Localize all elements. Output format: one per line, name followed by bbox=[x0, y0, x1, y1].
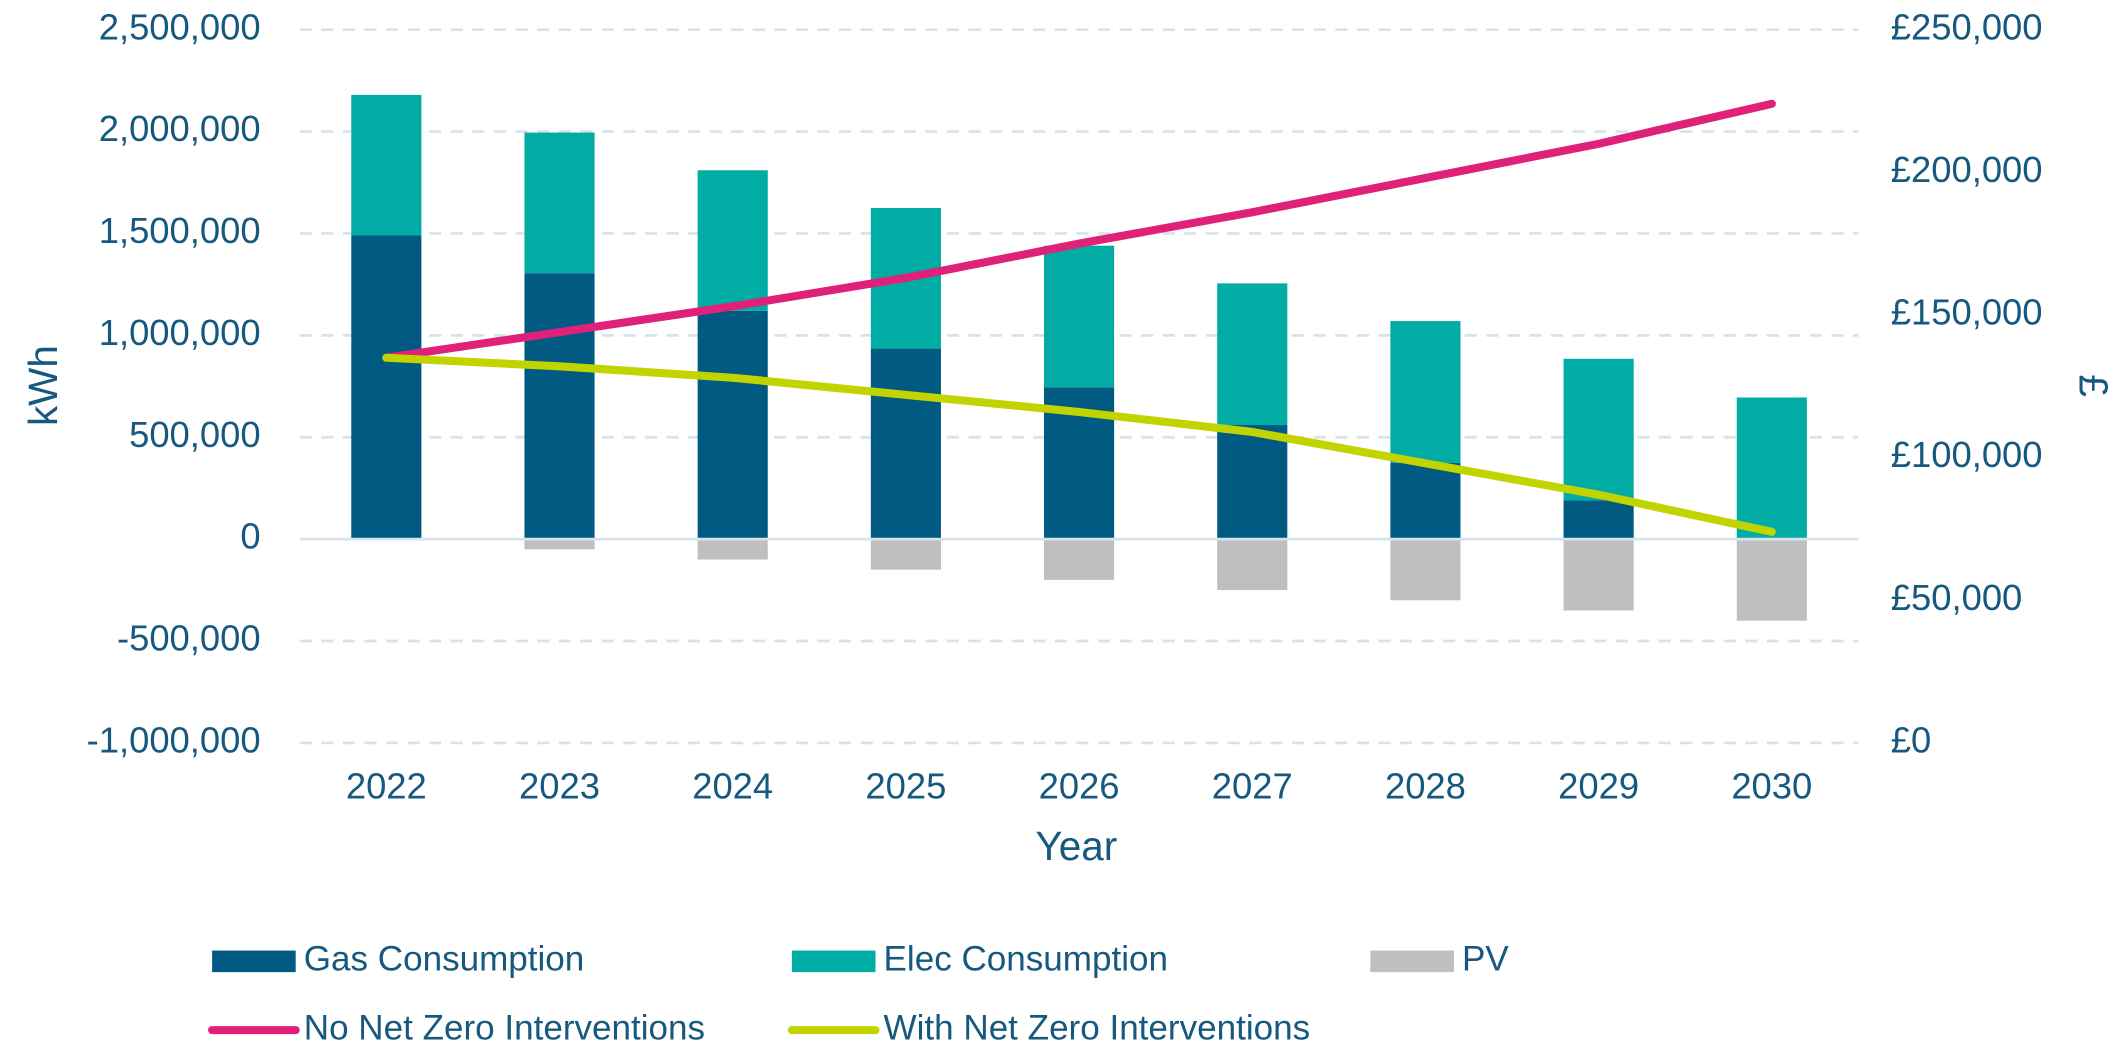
bar bbox=[1044, 245, 1115, 388]
bar bbox=[524, 132, 595, 274]
x-tick-label: 2024 bbox=[692, 765, 773, 806]
bar bbox=[1217, 425, 1288, 540]
bar bbox=[1044, 539, 1115, 580]
x-axis-title: Year bbox=[1036, 823, 1118, 869]
bar bbox=[1563, 500, 1634, 540]
bar bbox=[1390, 321, 1461, 463]
x-tick-label: 2026 bbox=[1039, 765, 1120, 806]
y-tick-label: -500,000 bbox=[117, 618, 261, 659]
legend-label: No Net Zero Interventions bbox=[304, 1008, 705, 1047]
bar bbox=[697, 310, 768, 540]
legend-swatch bbox=[1370, 950, 1454, 973]
line bbox=[382, 353, 1776, 536]
y-tick-label: 1,500,000 bbox=[99, 210, 261, 251]
bar bbox=[1736, 539, 1807, 621]
y-tick-label: 0 bbox=[240, 516, 260, 557]
x-tick-label: 2023 bbox=[519, 765, 600, 806]
y2-axis-title: £ bbox=[2071, 374, 2115, 397]
y2-tick-label: £50,000 bbox=[1891, 577, 2023, 618]
bar bbox=[870, 539, 941, 570]
y-tick-label: 2,000,000 bbox=[99, 108, 261, 149]
legend-label: Elec Consumption bbox=[884, 940, 1168, 979]
bar bbox=[870, 348, 941, 540]
bar bbox=[1736, 397, 1807, 540]
bar bbox=[697, 170, 768, 311]
y2-tick-label: £0 bbox=[1891, 720, 1931, 761]
bar bbox=[351, 235, 422, 540]
y-axis-title: kWh bbox=[20, 345, 66, 426]
bar bbox=[524, 273, 595, 540]
bar bbox=[1563, 539, 1634, 611]
y2-tick-label: £200,000 bbox=[1891, 149, 2043, 190]
x-tick-label: 2028 bbox=[1385, 765, 1466, 806]
y-tick-label: -1,000,000 bbox=[87, 720, 261, 761]
legend-label: Gas Consumption bbox=[304, 940, 585, 979]
bar bbox=[697, 539, 768, 560]
x-tick-label: 2025 bbox=[865, 765, 946, 806]
bar bbox=[1563, 358, 1634, 501]
x-tick-label: 2022 bbox=[346, 765, 427, 806]
bar bbox=[1390, 462, 1461, 540]
x-tick-label: 2029 bbox=[1558, 765, 1639, 806]
y2-tick-label: £100,000 bbox=[1891, 434, 2043, 475]
bar bbox=[1217, 539, 1288, 591]
y2-tick-label: £250,000 bbox=[1891, 6, 2043, 47]
legend-label: PV bbox=[1462, 940, 1509, 979]
bar bbox=[1390, 539, 1461, 601]
legend-label: With Net Zero Interventions bbox=[884, 1008, 1311, 1047]
y-tick-label: 2,500,000 bbox=[99, 6, 261, 47]
line bbox=[382, 99, 1776, 362]
y-tick-label: 500,000 bbox=[129, 414, 261, 455]
bar bbox=[1217, 283, 1288, 426]
x-tick-label: 2030 bbox=[1731, 765, 1812, 806]
y-tick-label: 1,000,000 bbox=[99, 312, 261, 353]
x-tick-label: 2027 bbox=[1212, 765, 1293, 806]
bar bbox=[524, 539, 595, 550]
y2-tick-label: £150,000 bbox=[1891, 292, 2043, 333]
legend-swatch bbox=[791, 950, 876, 973]
legend-swatch bbox=[212, 950, 296, 973]
bar bbox=[351, 94, 422, 236]
